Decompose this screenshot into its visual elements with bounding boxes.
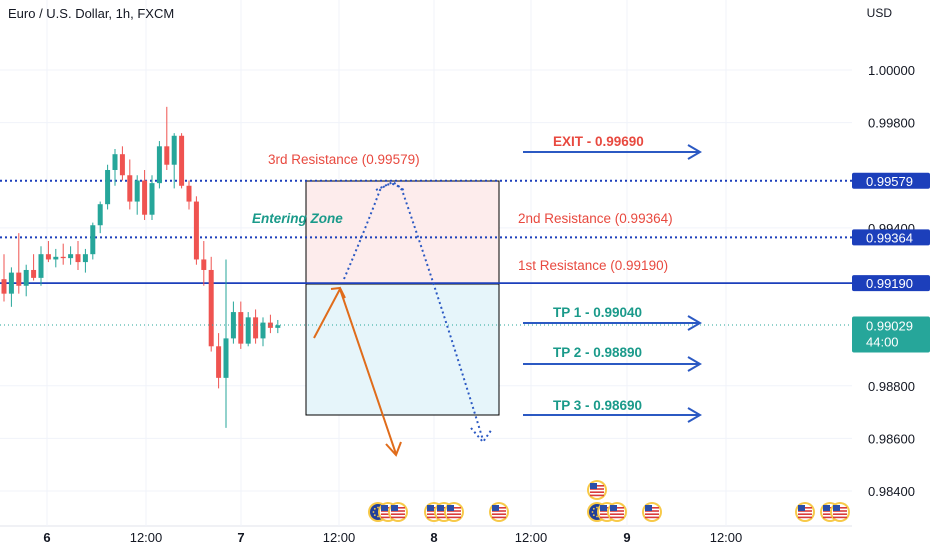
candlestick-series — [1, 106, 281, 428]
x-tick-label: 7 — [237, 530, 244, 545]
candle-body — [82, 254, 88, 263]
candle-body — [112, 154, 118, 170]
candle-body — [193, 201, 199, 260]
price-axis[interactable] — [852, 0, 932, 526]
candle-body — [127, 175, 133, 202]
candle-body — [90, 225, 96, 255]
x-tick-label: 12:00 — [710, 530, 743, 545]
y-tick-label: 0.98800 — [868, 379, 915, 394]
y-tick-label: 0.98400 — [868, 484, 915, 499]
candle-body — [142, 180, 148, 215]
tp1-label: TP 1 - 0.99040 — [553, 305, 642, 320]
candle-body — [23, 269, 29, 286]
currency-label: USD — [866, 6, 892, 20]
level-price-tag-text: 0.99364 — [866, 230, 913, 245]
candle-body — [208, 269, 214, 347]
candle-body — [105, 169, 111, 205]
x-tick-label: 9 — [623, 530, 630, 545]
orange-projection-arrow — [313, 286, 402, 457]
countdown-text: 44:00 — [866, 334, 899, 349]
candle-body — [119, 154, 125, 176]
candle-body — [97, 204, 103, 226]
candle-body — [156, 146, 162, 184]
candle-body — [201, 259, 207, 270]
us-flag-icon[interactable] — [388, 502, 408, 522]
tp1-arrow — [523, 315, 702, 331]
us-flag-icon[interactable] — [830, 502, 850, 522]
first-resistance-label: 1st Resistance (0.99190) — [518, 258, 668, 273]
candle-body — [230, 312, 236, 339]
candle-body — [186, 185, 192, 202]
economic-events — [368, 480, 850, 522]
candle-body — [31, 269, 37, 278]
candle-body — [60, 256, 66, 259]
us-flag-icon[interactable] — [489, 502, 509, 522]
x-tick-label: 8 — [430, 530, 437, 545]
x-tick-label: 6 — [43, 530, 50, 545]
y-tick-label: 1.00000 — [868, 63, 915, 78]
tp3-arrow — [523, 407, 702, 423]
entering-zone-lower — [305, 283, 500, 416]
us-flag-icon[interactable] — [795, 502, 815, 522]
us-flag-icon[interactable] — [444, 502, 464, 522]
level-price-tag — [852, 229, 930, 246]
y-tick-label: 0.99800 — [868, 116, 915, 131]
symbol-title[interactable]: Euro / U.S. Dollar, 1h, FXCM — [8, 6, 175, 21]
second-resistance-label: 2nd Resistance (0.99364) — [518, 211, 673, 226]
candle-body — [38, 254, 44, 278]
current-price-text: 0.99029 — [866, 318, 913, 333]
candle-body — [16, 272, 22, 286]
level-price-tag — [852, 172, 930, 189]
candle-body — [68, 254, 74, 259]
current-price-tag — [852, 316, 930, 353]
entering-zone-label: Entering Zone — [252, 211, 343, 226]
candle-body — [45, 254, 51, 260]
candle-body — [179, 135, 185, 186]
exit-arrow — [523, 144, 702, 160]
candle-body — [164, 146, 170, 165]
exit-label: EXIT - 0.99690 — [553, 134, 644, 149]
candle-body — [223, 338, 229, 378]
candle-body — [275, 325, 281, 328]
candle-body — [171, 135, 177, 165]
candle-body — [216, 346, 222, 378]
us-flag-icon[interactable] — [642, 502, 662, 522]
axis-ticks: 1.000000.998000.994000.988000.986000.984… — [43, 63, 915, 545]
level-price-tag-text: 0.99190 — [866, 276, 913, 291]
candle-body — [238, 312, 244, 344]
x-tick-label: 12:00 — [515, 530, 548, 545]
third-resistance-label: 3rd Resistance (0.99579) — [268, 152, 420, 167]
dotted-projection-path — [343, 180, 493, 444]
candle-body — [260, 322, 266, 339]
candle-body — [53, 256, 59, 260]
candle-body — [1, 279, 7, 294]
level-price-tag-text: 0.99579 — [866, 174, 913, 189]
x-tick-label: 12:00 — [323, 530, 356, 545]
level-lines — [0, 179, 852, 285]
tp3-label: TP 3 - 0.98690 — [553, 398, 642, 413]
candle-body — [245, 317, 251, 344]
us-flag-icon[interactable] — [607, 502, 627, 522]
level-price-tag — [852, 275, 930, 292]
candle-body — [8, 272, 14, 294]
candle-body — [267, 322, 273, 328]
entering-zone-upper — [305, 180, 500, 285]
candle-body — [149, 183, 155, 215]
x-tick-label: 12:00 — [130, 530, 163, 545]
y-tick-label: 0.98600 — [868, 431, 915, 446]
candle-body — [134, 180, 140, 202]
candle-body — [253, 317, 259, 339]
candle-body — [75, 254, 81, 263]
tp2-arrow — [523, 356, 702, 372]
us-flag-icon[interactable] — [587, 480, 607, 500]
tp2-label: TP 2 - 0.98890 — [553, 345, 642, 360]
